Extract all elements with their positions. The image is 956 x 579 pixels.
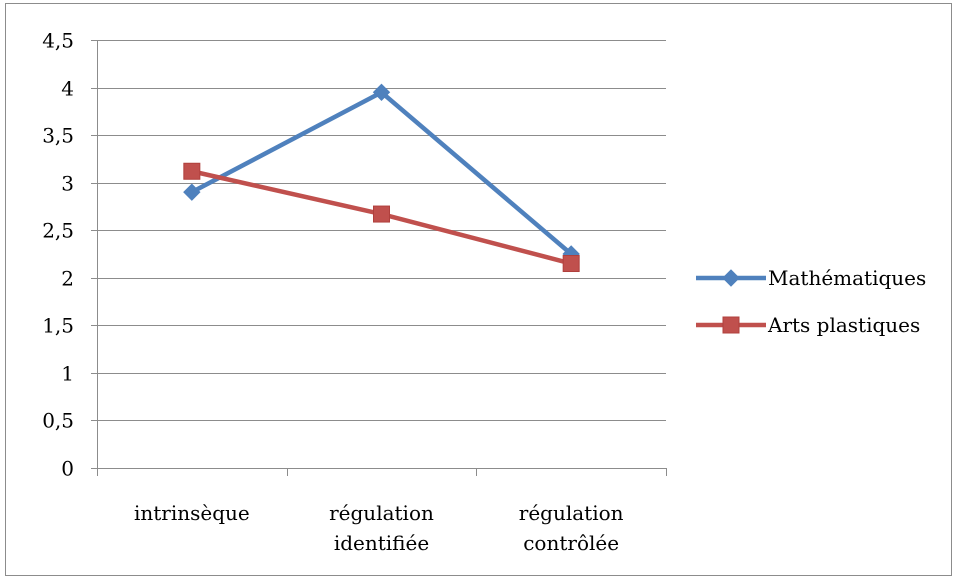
legend-marker-0 <box>722 269 740 287</box>
x-tick-label: régulation <box>519 501 624 525</box>
x-tick-label: intrinsèque <box>134 501 250 525</box>
gridlines <box>97 40 666 421</box>
legend-marker-1 <box>722 316 740 334</box>
legend-label-0: Mathématiques <box>768 266 926 290</box>
y-tick-label: 1 <box>61 362 74 386</box>
y-tick-label: 4 <box>61 77 74 101</box>
y-tick-label: 0,5 <box>42 409 74 433</box>
y-tick-labels: 0 0,5 1 1,5 2 2,5 3 3,5 4 4,5 <box>42 29 74 481</box>
series-line-0 <box>190 90 573 256</box>
data-point-1 <box>562 255 580 273</box>
x-tick-label: régulation <box>329 501 434 525</box>
legend-label-1: Arts plastiques <box>767 313 920 337</box>
y-tick-label: 0 <box>61 457 74 481</box>
x-tick-label: contrôlée <box>523 531 619 555</box>
y-tick-label: 4,5 <box>42 29 74 53</box>
data-point-1 <box>373 205 390 223</box>
y-tick-label: 2 <box>61 267 74 291</box>
x-tick-label: identifiée <box>334 531 429 555</box>
y-tick-label: 3 <box>61 172 74 196</box>
data-point-0 <box>372 83 391 102</box>
y-tick-label: 3,5 <box>42 124 74 148</box>
axes <box>91 40 667 476</box>
data-point-1 <box>183 162 201 180</box>
x-tick-labels: intrinsèque régulation identifiée régulatio… <box>134 501 624 555</box>
data-point-0 <box>183 183 201 201</box>
series-group <box>183 83 580 273</box>
chart-frame <box>5 3 952 576</box>
y-tick-label: 2,5 <box>42 219 74 243</box>
legend: Mathématiques Arts plastiques <box>696 266 926 337</box>
y-tick-label: 1,5 <box>42 314 74 338</box>
